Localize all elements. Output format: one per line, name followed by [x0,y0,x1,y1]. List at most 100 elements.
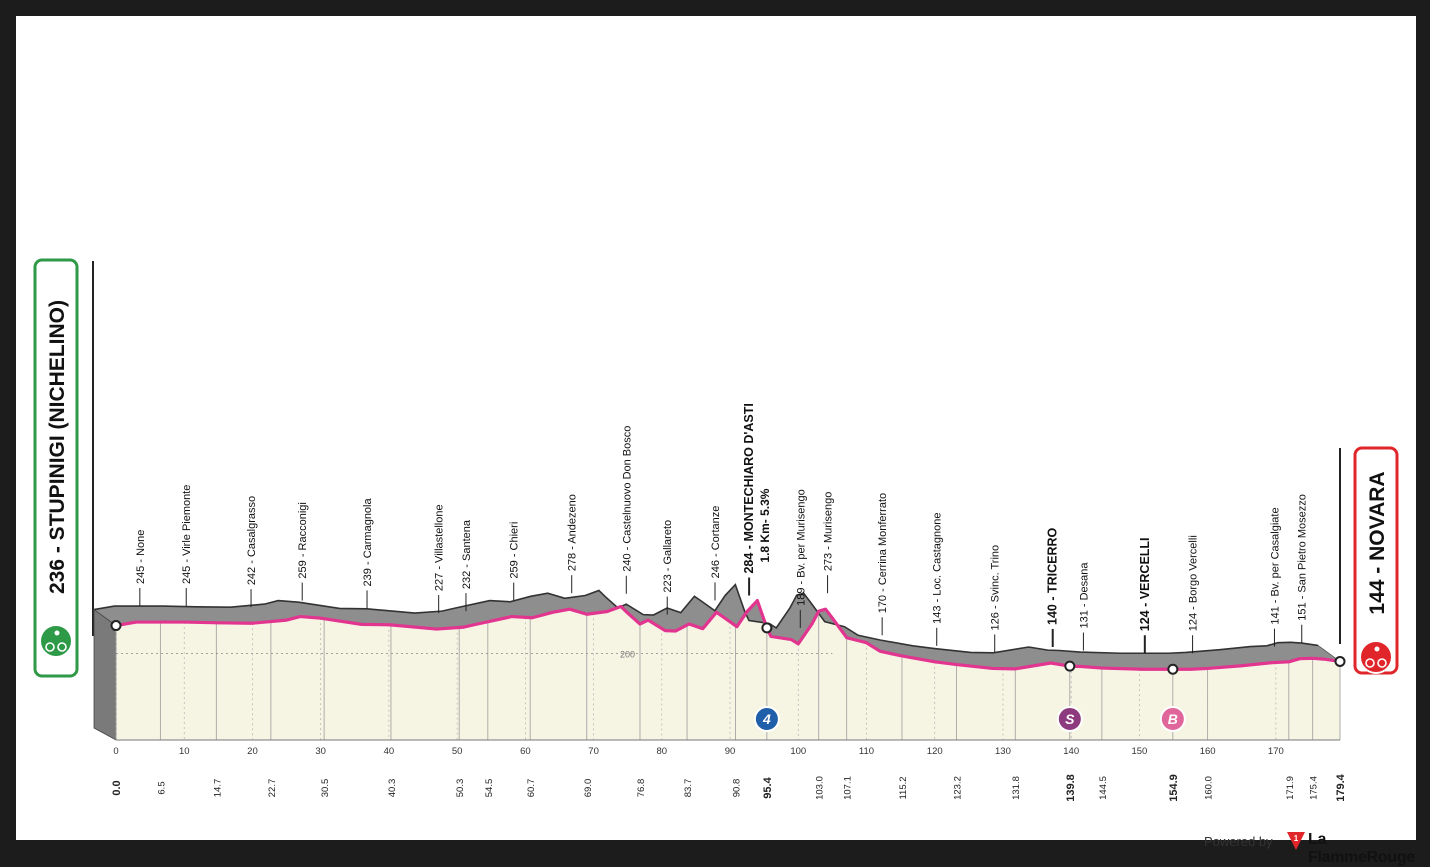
finish-location-label: 144 - NOVARA [1366,471,1389,614]
waypoint-label: 151 - San Pietro Mosezzo [1297,494,1309,621]
waypoint-label: 143 - Loc. Castagnone [932,513,944,624]
climb-badge-symbol: 4 [762,711,771,727]
x-tick-label: 30 [315,746,326,757]
waypoint-label: 259 - Racconigi [297,502,309,578]
waypoint-label: 126 - Svinc. Trino [990,545,1002,631]
km-marker-label: 179.4 [1335,773,1347,801]
x-tick-label: 80 [657,746,668,757]
km-marker-label: 103.0 [815,776,826,800]
x-tick-label: 40 [384,746,395,757]
sprint-point-dot [1064,660,1076,672]
svg-text:1: 1 [1294,834,1299,843]
x-tick-label: 150 [1131,746,1147,757]
x-tick-label: 130 [995,746,1011,757]
km-marker-label: 154.9 [1168,774,1180,802]
sprint-badge-symbol: S [1065,711,1075,727]
km-marker-label: 6.5 [156,781,167,794]
waypoint-label: 227 - Villastellone [434,504,446,591]
bonus-badge-icon [1159,706,1186,732]
x-tick-label: 100 [790,746,806,757]
start-dot [110,620,122,632]
km-marker-label: 144.5 [1098,776,1109,800]
km-marker-label: 40.3 [387,779,398,798]
bonus-badge-symbol: B [1168,711,1178,727]
km-marker-label: 107.1 [843,776,854,800]
stage-profile-chart: 200 0 10 20 30 40 50 60 70 80 90 100 110 120 130 140 150… [33,258,1399,802]
x-tick-label: 20 [247,746,258,757]
km-marker-label: 115.2 [898,776,909,799]
waypoint-label: 124 - VERCELLI [1138,537,1152,631]
finish-dot [1334,655,1346,667]
profile-canvas: 200 0 10 20 30 40 50 60 70 80 90 100 110 120 130 140 150… [16,16,1416,866]
km-marker-label: 171.9 [1285,776,1296,800]
waypoint-label: 284 - MONTECHIARO D'ASTI [742,403,756,573]
km-marker-label: 60.7 [526,779,537,798]
km-marker-label: 30.5 [320,779,331,798]
waypoint-label: 170 - Cerrina Monferrato [877,493,889,613]
x-tick-label: 110 [859,746,874,757]
start-box [33,258,79,678]
waypoint-label: 239 - Carmagnola [362,498,374,587]
x-tick-label: 10 [179,746,190,757]
flamme-rouge-logo-icon: 1 [1287,832,1305,850]
sprint-badge-icon [1056,706,1083,732]
km-marker-label: 76.8 [636,779,647,798]
finish-cyclist-head [1374,646,1380,652]
km-marker-label: 69.0 [583,779,594,798]
finish-cyclist-icon [1359,640,1393,674]
start-cyclist-wheel [45,642,55,652]
km-marker-label: 139.8 [1065,774,1077,802]
waypoint-label: 259 - Chieri [509,522,521,579]
reference-line-label: 200 [620,650,635,660]
waypoint-label: 140 - TRICERRO [1046,527,1060,625]
bonus-point-dot [1167,663,1179,675]
profile-fill-area [116,600,1340,740]
start-location-label: 236 - STUPINIGI (NICHELINO) [46,300,69,594]
start-cyclist-wheel [57,642,67,652]
km-marker-label: 123.2 [953,776,964,800]
waypoint-label: 240 - Castelnuovo Don Bosco [621,426,633,572]
waypoint-label: 131 - Desana [1078,562,1090,629]
x-tick-label: 50 [452,746,463,757]
x-tick-label: 70 [588,746,599,757]
x-tick-label: 140 [1063,746,1079,757]
climb-point-dot [761,622,773,634]
waypoint-label: 141 - Bv. per Casalgiate [1269,507,1281,624]
x-tick-label: 160 [1200,746,1216,757]
finish-cyclist-wheel [1377,658,1387,668]
waypoint-label: 246 - Cortanze [710,506,722,579]
finish-cyclist-wheel [1365,658,1375,668]
waypoint-label: 189 - Bv. per Murisengo [795,489,807,606]
km-marker-label: 83.7 [683,779,694,798]
km-marker-label: 50.3 [455,779,466,798]
route-line [115,599,1341,671]
waypoint-label: 273 - Murisengo [823,492,835,572]
brand-label: La FlammeRouge [1308,831,1415,866]
waypoint-label: 242 - Casalgrasso [246,496,258,585]
climb-info-label: 1.8 Km- 5.3% [758,488,772,562]
x-tick-label: 0 [113,746,118,757]
km-marker-label: 131.8 [1011,776,1022,800]
powered-by-label: Powered by [1204,834,1273,849]
km-marker-label: 175.4 [1309,776,1320,800]
x-tick-label: 120 [927,746,943,757]
x-tick-label: 60 [520,746,531,757]
km-marker-label: 0.0 [111,780,123,795]
climb-badge-icon [753,706,780,732]
km-marker-label: 22.7 [267,779,278,798]
start-cyclist-icon [39,624,73,658]
km-marker-label: 14.7 [212,779,223,798]
waypoint-label: 245 - None [135,530,147,584]
terrain-ridge-line [93,583,1319,655]
start-cyclist-head [54,630,60,636]
waypoint-label: 232 - Santena [461,519,473,589]
km-marker-label: 160.0 [1204,776,1215,800]
waypoint-label: 124 - Borgo Vercelli [1188,535,1200,631]
waypoint-label: 245 - Virle Piemonte [181,485,193,584]
waypoint-label: 278 - Andezeno [567,494,579,571]
waypoint-label: 223 - Gallareto [662,520,674,593]
x-tick-label: 90 [725,746,736,757]
km-marker-label: 90.8 [732,779,743,798]
x-tick-label: 170 [1268,746,1284,757]
km-marker-label: 54.5 [484,779,495,798]
